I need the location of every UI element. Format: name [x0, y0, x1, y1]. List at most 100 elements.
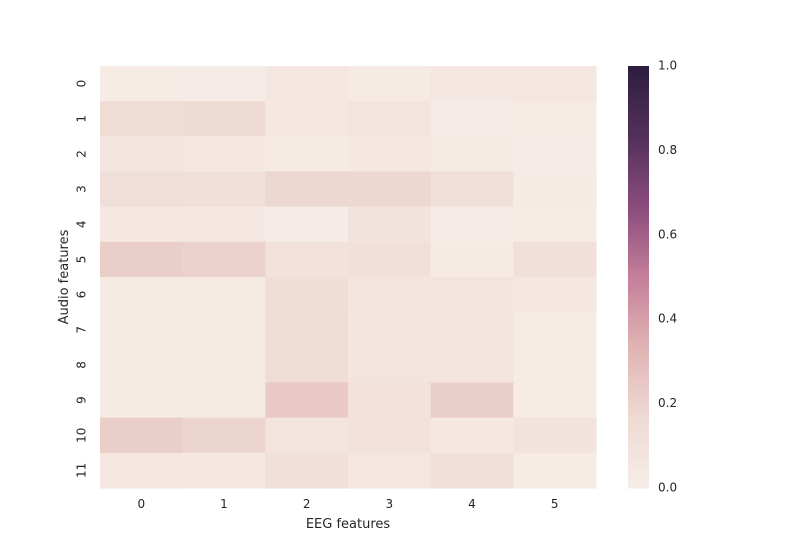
- colorbar-tick-label: 0.0: [658, 481, 677, 495]
- heatmap-cell-r5-c5: [513, 241, 597, 278]
- heatmap-cell-r6-c5: [513, 277, 597, 313]
- colorbar-tick-label: 0.2: [658, 396, 677, 410]
- colorbar-tick-labels: 0.0 0.2 0.4 0.6 0.8 1.0: [658, 59, 677, 495]
- colorbar-segment: [628, 394, 649, 399]
- colorbar-segment: [628, 466, 649, 471]
- colorbar-segment: [628, 340, 649, 344]
- colorbar-segment: [628, 478, 649, 483]
- colorbar-segment: [628, 415, 649, 420]
- colorbar-segment: [628, 96, 649, 100]
- colorbar-segment: [628, 448, 649, 453]
- colorbar-segment: [628, 379, 649, 383]
- heatmap-cell-r4-c5: [513, 206, 597, 243]
- y-tick-label: 4: [75, 220, 89, 228]
- colorbar-segment: [628, 358, 649, 362]
- colorbar-tick-label: 0.6: [658, 227, 677, 241]
- colorbar-segment: [628, 180, 649, 185]
- colorbar-segment: [628, 289, 649, 293]
- heatmap-cell-r2-c3: [348, 136, 432, 173]
- heatmap-cell-r4-c0: [100, 206, 184, 243]
- colorbar-segment: [628, 225, 649, 230]
- heatmap-cell-r4-c3: [348, 206, 432, 243]
- y-tick-labels: 0 1 2 3 4 5 6 7 8 9 10 11: [75, 80, 89, 478]
- heatmap-cell-r1-c0: [100, 101, 184, 137]
- heatmap-cell-r3-c5: [513, 171, 597, 208]
- colorbar-segment: [628, 177, 649, 182]
- heatmap-cell-r11-c4: [430, 452, 514, 489]
- colorbar-segment: [628, 292, 649, 296]
- y-tick-label: 2: [75, 150, 89, 158]
- heatmap-cell-r8-c1: [182, 347, 266, 384]
- colorbar-segment: [628, 129, 649, 133]
- colorbar-segment: [628, 373, 649, 377]
- colorbar-segment: [628, 153, 649, 157]
- colorbar-segment: [628, 219, 649, 224]
- x-tick-label: 3: [386, 497, 394, 511]
- heatmap-cell-r4-c4: [430, 206, 514, 243]
- x-tick-label: 2: [303, 497, 311, 511]
- x-tick-label: 1: [220, 497, 228, 511]
- heatmap-cell-r6-c0: [100, 277, 184, 313]
- heatmap-cell-r11-c1: [182, 452, 266, 489]
- colorbar-segment: [628, 409, 649, 414]
- colorbar-segment: [628, 427, 649, 432]
- y-tick-label: 8: [75, 361, 89, 369]
- colorbar-segment: [628, 174, 649, 179]
- colorbar-segment: [628, 301, 649, 305]
- heatmap-cell-r11-c5: [513, 452, 597, 489]
- colorbar-segment: [628, 412, 649, 417]
- colorbar-segment: [628, 222, 649, 227]
- colorbar-segment: [628, 334, 649, 338]
- colorbar-segment: [628, 75, 649, 79]
- colorbar-segment: [628, 463, 649, 468]
- colorbar-segment: [628, 84, 649, 88]
- heatmap-cell-r4-c1: [182, 206, 266, 243]
- heatmap-cell-r7-c4: [430, 312, 514, 348]
- heatmap-cell-r8-c2: [265, 347, 349, 384]
- colorbar-segment: [628, 286, 649, 290]
- heatmap-cell-r11-c3: [348, 452, 432, 489]
- colorbar-segment: [628, 451, 649, 456]
- heatmap-cell-r7-c2: [265, 312, 349, 348]
- colorbar-segment: [628, 421, 649, 426]
- heatmap-cell-r2-c2: [265, 136, 349, 173]
- heatmap-cell-r7-c3: [348, 312, 432, 348]
- heatmap-cell-r3-c1: [182, 171, 266, 208]
- colorbar-segment: [628, 123, 649, 127]
- colorbar-segment: [628, 207, 649, 212]
- heatmap-cell-r1-c5: [513, 101, 597, 137]
- colorbar-segment: [628, 258, 649, 263]
- colorbar-segment: [628, 472, 649, 477]
- heatmap-cell-r2-c0: [100, 136, 184, 173]
- y-tick-label: 11: [75, 463, 89, 478]
- colorbar-segment: [628, 192, 649, 197]
- colorbar-segment: [628, 108, 649, 112]
- colorbar-segment: [628, 159, 649, 163]
- colorbar-segment: [628, 255, 649, 260]
- colorbar-segment: [628, 210, 649, 215]
- heatmap-cell-r7-c0: [100, 312, 184, 348]
- colorbar-segment: [628, 111, 649, 115]
- heatmap-cell-r5-c1: [182, 241, 266, 278]
- y-tick-label: 1: [75, 115, 89, 123]
- heatmap-cell-r8-c3: [348, 347, 432, 384]
- colorbar-tick-label: 0.8: [658, 143, 677, 157]
- colorbar-segment: [628, 364, 649, 368]
- heatmap-cell-r1-c1: [182, 101, 266, 137]
- heatmap-cell-r5-c0: [100, 241, 184, 278]
- colorbar-segment: [628, 147, 649, 151]
- heatmap-cell-r9-c1: [182, 382, 266, 419]
- colorbar-segment: [628, 331, 649, 335]
- colorbar-segment: [628, 406, 649, 411]
- colorbar-segment: [628, 78, 649, 82]
- colorbar-segment: [628, 72, 649, 76]
- heatmap-cell-r7-c1: [182, 312, 266, 348]
- x-axis-label: EEG features: [306, 517, 391, 532]
- colorbar-segment: [628, 204, 649, 209]
- colorbar-segment: [628, 120, 649, 124]
- heatmap-cell-r7-c5: [513, 312, 597, 348]
- colorbar-segment: [628, 252, 649, 257]
- colorbar-segment: [628, 481, 649, 486]
- colorbar-segment: [628, 367, 649, 371]
- colorbar-segment: [628, 150, 649, 154]
